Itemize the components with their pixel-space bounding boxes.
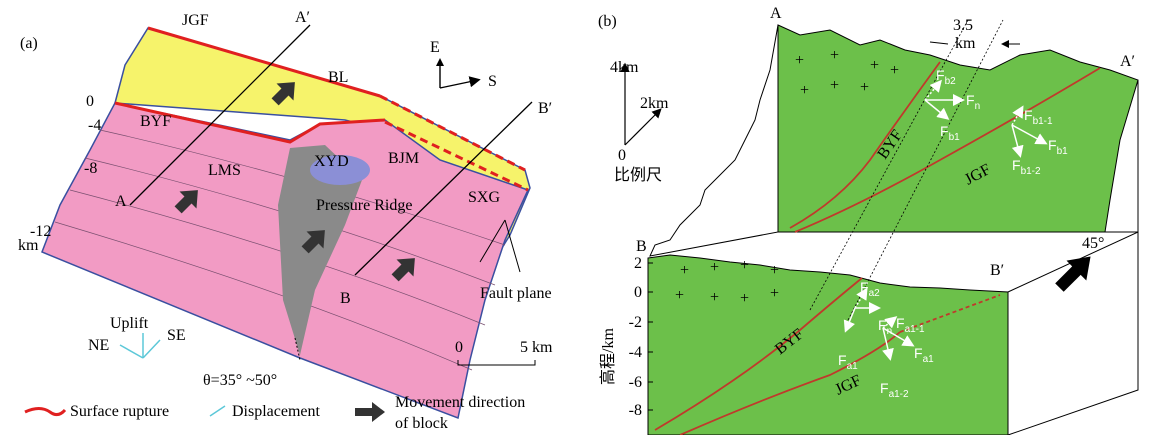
force-subscript: a1-1 <box>905 324 925 335</box>
svg-text:+: + <box>710 289 719 306</box>
section-end: A <box>115 193 127 210</box>
elevation-tick: 0 <box>634 284 642 301</box>
force-symbol: F <box>1048 137 1057 153</box>
site-label: LMS <box>208 162 241 179</box>
svg-text:+: + <box>675 287 684 304</box>
force-subscript: n <box>975 101 981 112</box>
section-end: B <box>636 238 647 255</box>
svg-text:+: + <box>890 62 899 79</box>
force-symbol: F <box>1024 107 1033 123</box>
scale-label: 0 <box>455 339 463 356</box>
depth-tick: -8 <box>84 160 97 177</box>
svg-text:+: + <box>680 262 689 279</box>
force-symbol: F <box>1012 157 1021 173</box>
force-symbol: F <box>966 92 975 108</box>
force-subscript: b1 <box>949 132 961 143</box>
view-angle: 45° <box>1082 235 1104 252</box>
panel-label: (a) <box>20 35 38 52</box>
back-block-side <box>650 25 778 256</box>
displacement-axes <box>120 333 160 358</box>
svg-text:+: + <box>860 79 869 96</box>
scale-label: 5 km <box>520 339 553 356</box>
force-subscript: a1-2 <box>889 389 909 400</box>
scale-label: 4km <box>610 59 639 76</box>
force-symbol: F <box>896 315 905 331</box>
force-subscript: b1-1 <box>1033 116 1053 127</box>
site-label: XYD <box>314 153 349 170</box>
zone-width-unit: km <box>955 35 976 52</box>
svg-text:+: + <box>830 77 839 94</box>
compass <box>440 60 478 88</box>
force-symbol: F <box>880 380 889 396</box>
depth-tick: 0 <box>86 93 94 110</box>
depth-unit: km <box>18 237 39 254</box>
svg-text:+: + <box>710 259 719 276</box>
elevation-tick: -4 <box>629 344 642 361</box>
force-subscript: a1 <box>923 354 935 365</box>
svg-text:+: + <box>870 57 879 74</box>
panel-a: (a) JGF BYF A′ A B′ B BL LMS XYD BJM SXG… <box>18 9 553 418</box>
elevation-tick: -2 <box>629 314 642 331</box>
elevation-tick: -8 <box>629 402 642 419</box>
dip-angle: θ=35° ~50° <box>203 372 277 389</box>
svg-text:+: + <box>770 262 779 279</box>
depth-tick: -4 <box>88 117 101 134</box>
elevation-tick: -6 <box>629 374 642 391</box>
fault-label: BYF <box>140 113 171 130</box>
legend-label: Displacement <box>232 403 321 420</box>
svg-text:+: + <box>740 290 749 307</box>
section-end: B′ <box>538 100 552 117</box>
front-block <box>648 255 1008 435</box>
svg-text:+: + <box>740 257 749 274</box>
fault-label: JGF <box>182 12 209 29</box>
force-symbol: F <box>914 345 923 361</box>
fault-plane-label: Fault plane <box>480 285 552 302</box>
section-end: A′ <box>295 9 310 26</box>
axis-label: Uplift <box>110 315 149 332</box>
scale-label: 0 <box>618 147 626 164</box>
force-subscript: a1 <box>847 361 859 372</box>
panel-b: +++++++ ++++++++ (b) A A′ B B′ 3.5 km 4k… <box>598 5 1138 435</box>
force-symbol: F <box>860 279 869 295</box>
force-subscript: b1 <box>1057 146 1069 157</box>
compass-label: E <box>430 39 440 56</box>
legend-label: of block <box>395 415 448 432</box>
site-label: SXG <box>468 189 500 206</box>
scale-title: 比例尺 <box>614 166 662 184</box>
force-subscript: n <box>887 326 893 337</box>
axis-label: NE <box>88 337 109 354</box>
panel-label: (b) <box>598 13 617 30</box>
site-label: BJM <box>388 150 419 167</box>
svg-text:+: + <box>795 52 804 69</box>
svg-text:+: + <box>770 285 779 302</box>
section-end: B′ <box>990 262 1004 279</box>
section-end: A <box>770 5 782 22</box>
force-subscript: b2 <box>945 76 957 87</box>
force-symbol: F <box>940 123 949 139</box>
elevation-title: 高程/km <box>599 328 617 385</box>
site-label: BL <box>328 69 348 86</box>
elevation-tick: 2 <box>634 255 642 272</box>
legend-label: Movement direction <box>395 394 525 411</box>
force-symbol: F <box>936 67 945 83</box>
legend-label: Surface rupture <box>70 403 169 420</box>
force-subscript: a2 <box>869 288 881 299</box>
svg-text:+: + <box>830 47 839 64</box>
zone-width-value: 3.5 <box>953 17 973 34</box>
figure: (a) JGF BYF A′ A B′ B BL LMS XYD BJM SXG… <box>0 0 1153 435</box>
scale-label: 2km <box>640 95 669 112</box>
force-symbol: F <box>878 317 887 333</box>
section-end: A′ <box>1120 53 1135 70</box>
force-symbol: F <box>838 352 847 368</box>
compass-label: S <box>488 73 497 90</box>
axis-label: SE <box>167 327 186 344</box>
force-subscript: b1-2 <box>1021 166 1041 177</box>
section-end: B <box>340 290 351 307</box>
svg-text:+: + <box>800 82 809 99</box>
pressure-ridge-label: Pressure Ridge <box>316 197 412 214</box>
